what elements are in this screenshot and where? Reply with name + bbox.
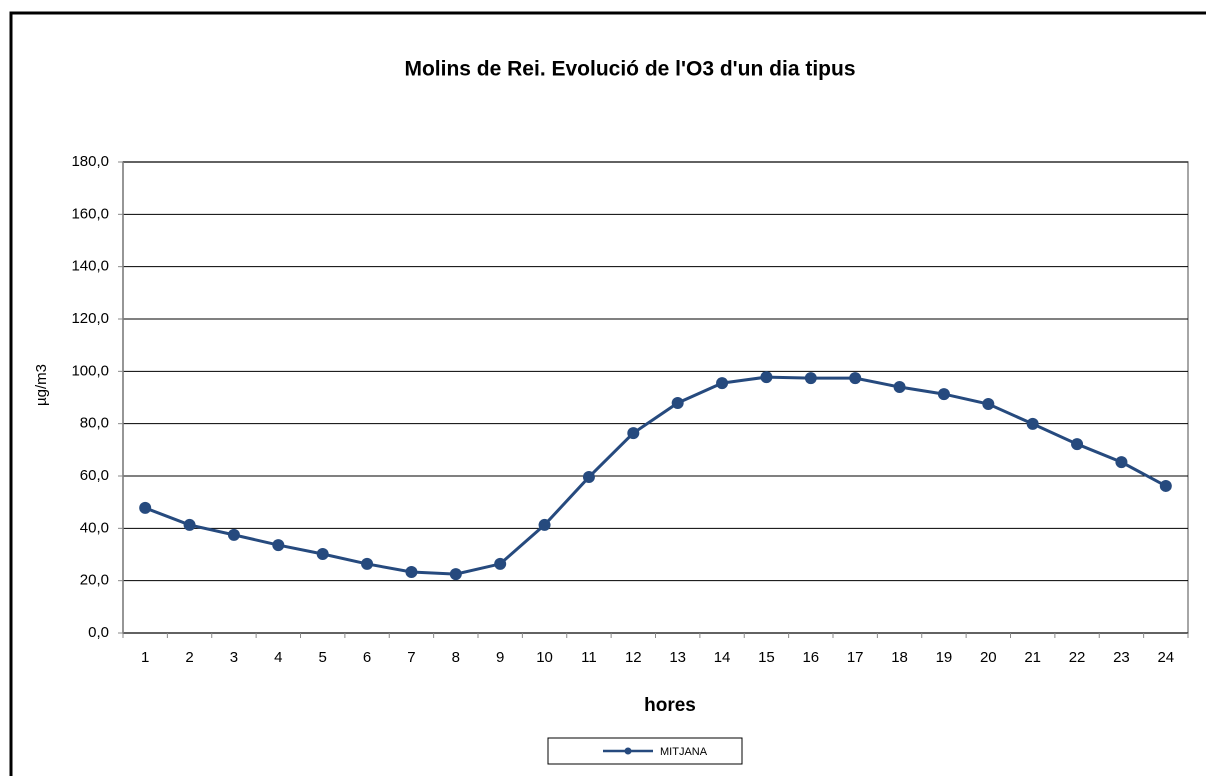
y-tick-label: 100,0	[71, 362, 109, 379]
data-point	[139, 501, 152, 514]
legend-label: MITJANA	[660, 746, 708, 758]
y-tick-label: 20,0	[80, 572, 109, 589]
y-tick-label: 60,0	[80, 467, 109, 484]
x-tick-label: 18	[891, 649, 908, 666]
data-point	[361, 557, 374, 570]
data-point	[227, 528, 240, 541]
y-tick-label: 160,0	[71, 205, 109, 222]
x-tick-label: 6	[363, 649, 371, 666]
x-tick-label: 8	[452, 649, 460, 666]
data-point	[671, 396, 684, 409]
data-point	[937, 388, 950, 401]
data-point	[804, 372, 817, 385]
data-point	[1159, 479, 1172, 492]
x-axis-label: hores	[644, 695, 696, 716]
x-tick-label: 16	[802, 649, 819, 666]
x-tick-label: 19	[936, 649, 953, 666]
y-tick-label: 80,0	[80, 415, 109, 432]
data-point	[538, 518, 551, 531]
data-point	[982, 398, 995, 411]
x-tick-label: 23	[1113, 649, 1130, 666]
y-tick-label: 40,0	[80, 519, 109, 536]
x-tick-label: 21	[1024, 649, 1041, 666]
data-point	[405, 566, 418, 579]
y-axis-label: µg/m3	[33, 364, 50, 406]
y-tick-label: 180,0	[71, 153, 109, 170]
x-tick-label: 3	[230, 649, 238, 666]
data-line	[144, 375, 1167, 576]
x-tick-label: 7	[407, 649, 415, 666]
data-point	[760, 371, 773, 384]
x-tick-label: 13	[669, 649, 686, 666]
chart-border	[9, 11, 1206, 776]
y-tick-label: 0,0	[88, 624, 109, 641]
data-point	[582, 471, 595, 484]
x-tick-label: 5	[319, 649, 327, 666]
x-tick-label: 15	[758, 649, 775, 666]
x-tick-label: 11	[581, 649, 597, 666]
x-tick-label: 9	[496, 649, 504, 666]
data-point	[1115, 456, 1128, 469]
x-tick-label: 14	[714, 649, 731, 666]
data-point	[1071, 438, 1084, 451]
x-tick-label: 12	[625, 649, 642, 666]
x-tick-label: 17	[847, 649, 864, 666]
data-point	[183, 518, 196, 531]
data-point	[272, 539, 285, 552]
data-point	[449, 568, 462, 581]
plot-area	[122, 161, 1189, 634]
x-tick-label: 10	[536, 649, 553, 666]
legend-marker	[624, 747, 632, 755]
y-tick-label: 120,0	[71, 310, 109, 327]
x-tick-label: 1	[141, 649, 149, 666]
data-point	[494, 557, 507, 570]
chart-title: Molins de Rei. Evolució de l'O3 d'un dia…	[404, 58, 855, 81]
data-point	[316, 547, 329, 560]
data-point	[1026, 417, 1039, 430]
x-tick-label: 24	[1157, 649, 1174, 666]
x-tick-label: 22	[1069, 649, 1086, 666]
x-tick-label: 2	[185, 649, 193, 666]
data-point	[893, 381, 906, 394]
data-point	[627, 427, 640, 440]
x-tick-label: 20	[980, 649, 997, 666]
data-point	[849, 372, 862, 385]
y-tick-label: 140,0	[71, 258, 109, 275]
data-point	[716, 377, 729, 390]
x-tick-label: 4	[274, 649, 282, 666]
